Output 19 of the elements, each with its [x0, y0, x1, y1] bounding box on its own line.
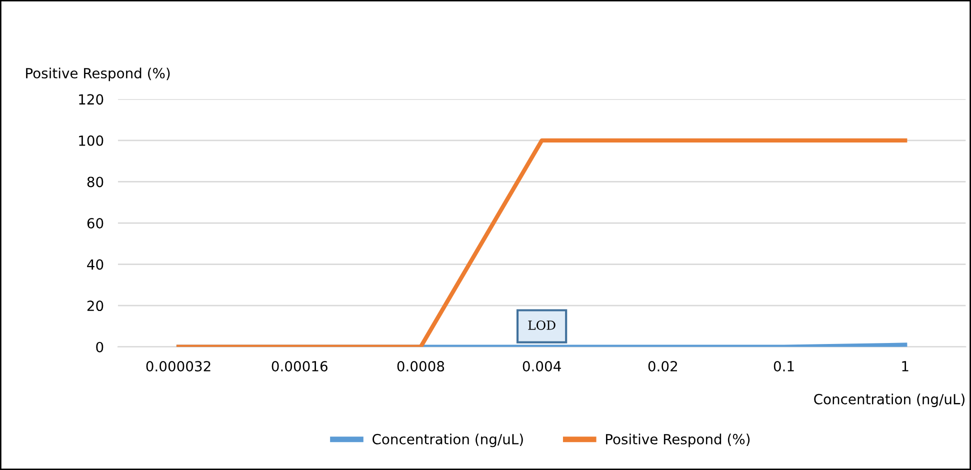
- y-tick-label: 120: [79, 94, 104, 105]
- y-tick-label: 0: [96, 342, 104, 352]
- x-tick-label: 1: [902, 361, 908, 372]
- x-axis-title: Concentration (ng/uL): [814, 394, 964, 408]
- x-tick-label: 0.02: [648, 360, 677, 372]
- y-tick-label: 40: [87, 259, 104, 270]
- legend-label: Concentration (ng/uL): [372, 434, 523, 448]
- y-tick-label: 20: [87, 300, 104, 312]
- x-tick-label: 0.000032: [146, 360, 210, 372]
- x-tick-label: 0.00016: [272, 360, 328, 372]
- y-tick-label: 100: [79, 135, 104, 146]
- y-tick-label: 80: [87, 176, 104, 188]
- x-tick-label: 0.1: [774, 360, 794, 372]
- annotation: LOD: [528, 320, 556, 330]
- y-axis-title: Positive Respond (%): [26, 68, 170, 82]
- y-tick-label: 60: [87, 218, 104, 228]
- x-tick-label: 0.004: [522, 360, 561, 372]
- legend-label: Positive Respond (%): [606, 434, 750, 448]
- x-tick-label: 0.0008: [397, 360, 444, 372]
